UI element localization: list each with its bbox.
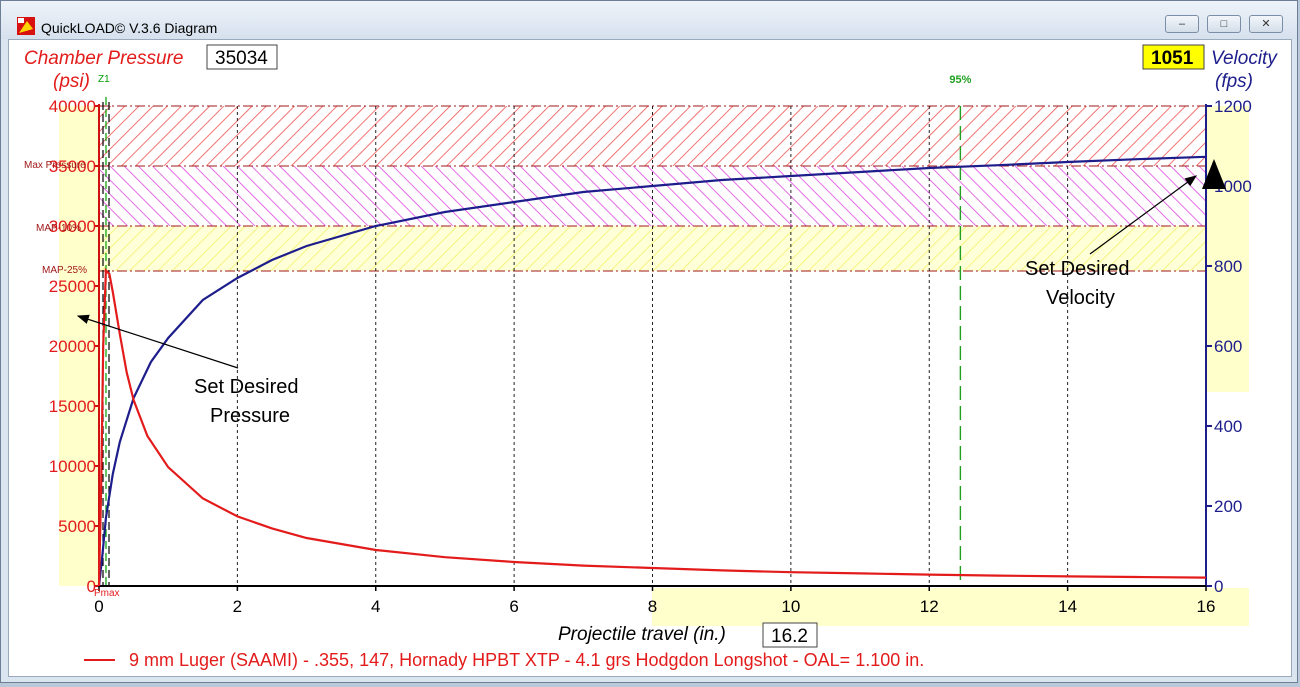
pct95-label: 95% (949, 74, 971, 86)
left-tick-label: 0 (87, 577, 96, 596)
left-axis-unit: (psi) (53, 71, 90, 92)
right-axis-band (1207, 106, 1249, 392)
left-tick-label: 5000 (58, 517, 96, 536)
left-axis-ticks: 0 5000 10000 15000 20000 25000 30000 35000 40000 (49, 97, 99, 596)
title-bar[interactable]: QuickLOAD© V.3.6 Diagram – □ ✕ (1, 1, 1297, 39)
pressure-annotation-line1: Set Desired (194, 376, 299, 398)
x-tick-label: 16 (1197, 597, 1216, 616)
pressure-readout-box[interactable] (206, 44, 278, 70)
left-tick-label: 10000 (49, 457, 96, 476)
x-tick-label: 4 (371, 597, 380, 616)
travel-readout-box[interactable] (762, 622, 818, 648)
pressure-readout: 35034 (215, 48, 268, 69)
minimize-button[interactable]: – (1165, 15, 1199, 33)
velocity-annotation-line1: Set Desired (1025, 258, 1130, 280)
left-tick-label: 15000 (49, 397, 96, 416)
right-tick-label: 1200 (1214, 97, 1252, 116)
left-tick-label: 30000 (49, 217, 96, 236)
right-tick-label: 200 (1214, 497, 1242, 516)
travel-readout: 16.2 (771, 626, 808, 647)
close-button[interactable]: ✕ (1249, 15, 1283, 33)
x-tick-label: 14 (1058, 597, 1077, 616)
map-25-label: MAP-25% (42, 265, 87, 276)
quickload-app-icon (17, 17, 35, 35)
x-axis-ticks: 0 2 4 6 8 10 12 14 16 (94, 586, 1215, 616)
right-tick-label: 1000 (1214, 177, 1252, 196)
left-axis-title: Chamber Pressure (24, 48, 183, 69)
right-tick-label: 600 (1214, 337, 1242, 356)
pressure-annotation-line2: Pressure (210, 405, 290, 427)
velocity-curve (97, 155, 1207, 587)
window-title: QuickLOAD© V.3.6 Diagram (41, 20, 218, 36)
pmax-label: Pmax (94, 588, 120, 599)
velocity-annotation-arrow (1089, 175, 1197, 255)
x-axis-title: Projectile travel (in.) (558, 624, 726, 645)
diagram-area: 0 5000 10000 15000 20000 25000 30000 35000 40000… (8, 39, 1292, 677)
map-10-label: MAP-10% (36, 223, 81, 234)
left-tick-label: 20000 (49, 337, 96, 356)
maximize-button[interactable]: □ (1207, 15, 1241, 33)
right-tick-label: 0 (1214, 577, 1223, 596)
right-axis-unit: (fps) (1215, 71, 1253, 92)
x-tick-label: 0 (94, 597, 103, 616)
x-tick-label: 2 (233, 597, 242, 616)
left-tick-label: 40000 (49, 97, 96, 116)
pressure-curve (97, 267, 1207, 587)
left-tick-label: 25000 (49, 277, 96, 296)
x-tick-label: 6 (509, 597, 518, 616)
velocity-readout: 1051 (1151, 48, 1194, 69)
left-tick-label: 35000 (49, 157, 96, 176)
velocity-readout-box[interactable] (1142, 44, 1205, 70)
pressure-annotation-arrow (76, 314, 239, 369)
right-tick-label: 800 (1214, 257, 1242, 276)
x-tick-label: 12 (920, 597, 939, 616)
x-tick-label: 8 (648, 597, 657, 616)
bottom-axis-band (652, 588, 1249, 626)
max-pressure-label: Max Pressure (24, 160, 86, 171)
right-axis-title: Velocity (1211, 48, 1278, 69)
legend-text: 9 mm Luger (SAAMI) - .355, 147, Hornady … (129, 650, 924, 670)
right-tick-label: 400 (1214, 417, 1242, 436)
x-tick-label: 10 (781, 597, 800, 616)
z1-label: Z1 (98, 74, 110, 85)
velocity-annotation-line2: Velocity (1046, 287, 1115, 309)
left-axis-band (59, 106, 99, 586)
